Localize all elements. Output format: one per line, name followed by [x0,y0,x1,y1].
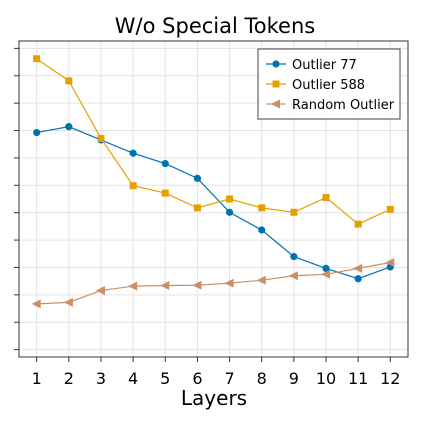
data-point [258,226,266,234]
legend-entry: Outlier 77 [266,58,357,73]
x-tick-label: 9 [289,369,299,388]
series-2 [33,55,394,228]
data-point [354,220,362,228]
data-point [322,194,330,202]
legend-marker [271,99,280,109]
data-point [65,77,73,85]
data-point [225,208,234,216]
x-tick-label: 12 [380,369,400,388]
data-point [65,123,73,131]
data-point [354,275,362,283]
series-line [36,126,391,280]
data-point [322,264,330,273]
data-point [161,159,169,168]
x-tick-label: 5 [160,369,170,388]
axis-ticks: 1 2 3 4 5 6 7 8 9 10 11 12 [14,47,400,388]
x-tick-label: 2 [64,369,74,388]
data-point [385,257,395,267]
chart-title: W/o Special Tokens [115,14,315,38]
data-point [256,275,266,285]
data-point [192,280,202,290]
data-point [193,204,201,212]
legend-label: Random Outlier [292,98,395,113]
data-point [63,297,73,307]
data-point [226,195,234,203]
series-layer [31,55,395,309]
data-point [290,252,298,261]
data-point [161,189,169,197]
data-point [129,149,137,157]
series-3 [31,257,395,309]
x-tick-label: 10 [316,369,336,388]
legend-label: Outlier 77 [292,58,357,73]
series-line [36,58,391,225]
data-point [160,281,170,291]
plot-frame [18,40,409,358]
legend-marker [272,60,280,68]
legend-entry: Random Outlier [266,98,395,113]
series-line [36,261,391,305]
data-point [95,286,105,296]
x-tick-label: 7 [224,369,234,388]
data-point [97,134,105,142]
x-tick-label: 6 [192,369,202,388]
x-tick-label: 8 [257,369,267,388]
data-point [321,269,331,279]
x-tick-label: 4 [128,369,138,388]
data-point [224,278,234,288]
legend-marker [272,80,280,88]
data-point [193,174,202,182]
data-point [258,204,266,212]
data-point [33,55,41,63]
x-tick-label: 11 [348,369,368,388]
series-1 [33,123,394,283]
data-point [353,263,363,273]
data-point [128,281,138,291]
x-tick-label: 1 [32,369,42,388]
legend-entry: Outlier 588 [266,78,365,93]
data-point [33,128,41,137]
data-point [129,182,137,190]
data-point [386,205,394,213]
x-tick-label: 3 [96,369,106,388]
data-point [290,208,298,216]
x-axis-label: Layers [181,386,247,410]
data-point [288,271,298,281]
legend-label: Outlier 588 [292,78,365,93]
legend: Outlier 77 Outlier 588 Random Outlier [257,48,401,120]
data-point [31,299,41,309]
